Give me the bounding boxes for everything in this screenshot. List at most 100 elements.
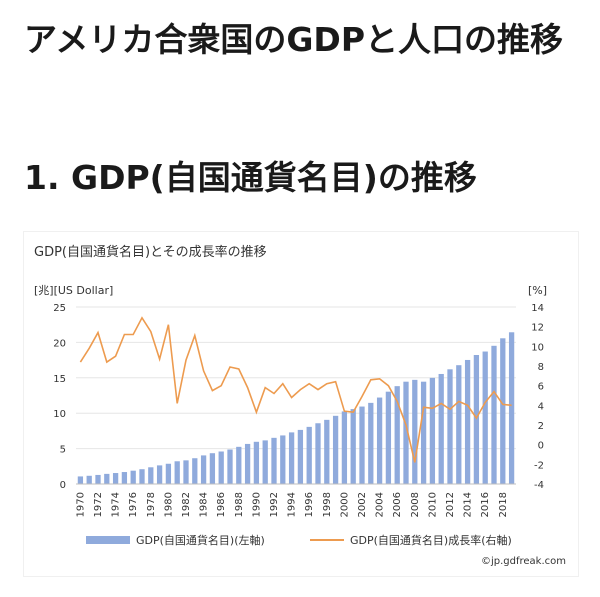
gdp-bar [464, 359, 471, 484]
gdp-bar [253, 441, 260, 484]
gdp-bar [324, 419, 330, 484]
gdp-bar [456, 365, 462, 484]
gdp-bar [288, 432, 295, 484]
x-tick-label: 1972 [93, 492, 104, 517]
gdp-bar [420, 381, 427, 484]
gdp-bar [438, 373, 444, 484]
gdp-bar [429, 377, 436, 484]
left-tick-label: 20 [53, 338, 66, 349]
x-tick-label: 2010 [427, 492, 438, 517]
gdp-bar [121, 472, 128, 484]
x-tick-label: 1996 [304, 492, 315, 517]
gdp-bar [139, 469, 145, 484]
gdp-bar [227, 449, 233, 484]
gdp-bar [508, 332, 515, 484]
gdp-bar [200, 455, 207, 484]
legend-bar-swatch [86, 536, 130, 544]
left-tick-label: 10 [53, 409, 66, 420]
gdp-bar [95, 474, 101, 484]
gdp-bar [104, 473, 110, 484]
legend-bar-label: GDP(自国通貨名目)(左軸) [136, 533, 265, 547]
right-tick-label: 12 [531, 323, 544, 334]
left-tick-label: 15 [53, 374, 66, 385]
x-tick-label: 2014 [463, 492, 474, 517]
right-tick-label: 14 [531, 303, 544, 314]
right-tick-label: 2 [538, 421, 544, 432]
gdp-bar [262, 440, 268, 484]
gdp-bar [297, 429, 304, 484]
gdp-bar [271, 437, 277, 484]
gdp-bar [412, 379, 418, 484]
x-tick-label: 2006 [392, 492, 403, 517]
x-tick-label: 2000 [339, 492, 350, 517]
x-tick-label: 1988 [234, 492, 245, 517]
growth-rate-line [79, 316, 512, 463]
gdp-bar [130, 470, 136, 484]
left-tick-label: 0 [60, 480, 66, 491]
gdp-bar [447, 369, 453, 484]
left-tick-label: 5 [60, 445, 66, 456]
x-tick-label: 1978 [146, 492, 157, 517]
x-tick-label: 1998 [322, 492, 333, 517]
right-tick-label: -4 [534, 480, 544, 491]
right-tick-label: 8 [538, 362, 544, 373]
section-title: 1. GDP(自国通貨名目)の推移 [24, 158, 477, 197]
gdp-bar [192, 458, 198, 484]
x-tick-label: 1970 [75, 492, 86, 517]
gdp-bar [350, 409, 356, 484]
gdp-bar [385, 391, 392, 484]
gdp-bar [174, 461, 180, 484]
gdp-bar [156, 465, 163, 484]
gdp-bar [394, 386, 400, 484]
x-tick-label: 2004 [375, 492, 386, 517]
x-tick-label: 2016 [480, 492, 491, 517]
gdp-bar [403, 381, 409, 484]
gdp-bar [77, 476, 84, 484]
right-tick-label: 10 [531, 342, 544, 353]
right-axis-label: [%] [528, 284, 547, 297]
x-tick-label: 1976 [128, 492, 139, 517]
x-tick-label: 1986 [216, 492, 227, 517]
x-tick-label: 2018 [498, 492, 509, 517]
gdp-bar [500, 338, 506, 484]
page-title: アメリカ合衆国のGDPと人口の推移 [24, 20, 564, 59]
x-tick-label: 1984 [199, 492, 210, 517]
gdp-bar [148, 467, 154, 484]
gdp-bar [280, 435, 286, 484]
gdp-chart: GDP(自国通貨名目)とその成長率の推移 [兆][US Dollar] [%] 0 5 1… [34, 244, 566, 567]
x-tick-label: 2008 [410, 492, 421, 517]
x-tick-label: 1980 [163, 492, 174, 517]
x-tick-label: 2012 [445, 492, 456, 517]
gdp-bar [332, 415, 339, 484]
gdp-bar [491, 345, 497, 484]
gdp-bar [359, 406, 365, 484]
gdp-bar [218, 451, 224, 484]
gdp-bar [315, 423, 321, 484]
gdp-bar [368, 402, 374, 484]
gdp-bar [183, 460, 189, 484]
gdp-bar [341, 411, 348, 484]
x-tick-label: 1994 [287, 492, 298, 517]
left-axis-label: [兆][US Dollar] [34, 284, 113, 297]
x-tick-label: 1982 [181, 492, 192, 517]
chart-title: GDP(自国通貨名目)とその成長率の推移 [34, 244, 267, 260]
legend-line-label: GDP(自国通貨名目)成長率(右軸) [350, 533, 512, 547]
chart-credit: ©jp.gdfreak.com [481, 556, 566, 567]
x-tick-label: 1992 [269, 492, 280, 517]
gdp-chart-card: GDP(自国通貨名目)とその成長率の推移 [兆][US Dollar] [%] 0 5 1… [24, 232, 578, 576]
gdp-bar [165, 463, 172, 484]
left-tick-label: 25 [53, 303, 66, 314]
right-tick-label: 0 [538, 441, 544, 452]
gdp-bar [244, 443, 251, 484]
right-tick-label: 6 [538, 382, 544, 393]
x-tick-label: 1990 [251, 492, 262, 517]
gdp-bar [236, 446, 242, 484]
x-tick-label: 1974 [111, 492, 122, 517]
gdp-bar [209, 453, 216, 484]
gdp-bar [112, 473, 119, 484]
gdp-bar [306, 426, 312, 484]
gdp-bar [86, 475, 92, 484]
gdp-bar [482, 351, 488, 484]
gdp-bar [376, 397, 383, 484]
x-tick-label: 2002 [357, 492, 368, 517]
